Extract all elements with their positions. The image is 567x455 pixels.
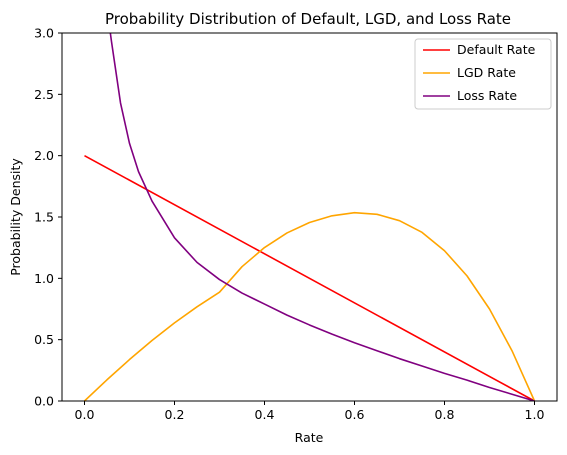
- y-tick-label: 1.5: [34, 210, 54, 225]
- y-axis-label: Probability Density: [8, 158, 23, 276]
- legend-label-default-rate: Default Rate: [457, 42, 536, 57]
- x-tick-label: 0.4: [255, 407, 275, 422]
- y-tick-label: 0.5: [34, 332, 54, 347]
- series-layer: [83, 33, 536, 401]
- x-tick-label: 0.2: [165, 407, 185, 422]
- y-tick-label: 3.0: [34, 26, 54, 41]
- y-tick-label: 2.0: [34, 148, 54, 163]
- y-axis: 0.0 0.5 1.0 1.5 2.0 2.5 3.0: [34, 26, 62, 409]
- legend-box: [414, 38, 552, 110]
- series-line-default-rate: [84, 154, 535, 401]
- x-axis: 0.0 0.2 0.4 0.6 0.8 1.0: [75, 401, 545, 422]
- y-tick-label: 0.0: [34, 394, 54, 409]
- y-tick-label: 2.5: [34, 87, 54, 102]
- series-line-loss-rate: [109, 33, 535, 401]
- chart-title: Probability Distribution of Default, LGD…: [105, 10, 511, 28]
- series-line-lgd-rate: [83, 211, 536, 401]
- legend: Default Rate LGD Rate Loss Rate: [414, 38, 552, 110]
- x-tick-label: 1.0: [525, 407, 545, 422]
- x-tick-label: 0.6: [345, 407, 365, 422]
- y-tick-label: 1.0: [34, 271, 54, 286]
- legend-label-loss-rate: Loss Rate: [457, 88, 517, 103]
- x-axis-label: Rate: [295, 430, 324, 445]
- legend-label-lgd-rate: LGD Rate: [457, 65, 516, 80]
- x-tick-label: 0.8: [435, 407, 455, 422]
- x-tick-label: 0.0: [75, 407, 95, 422]
